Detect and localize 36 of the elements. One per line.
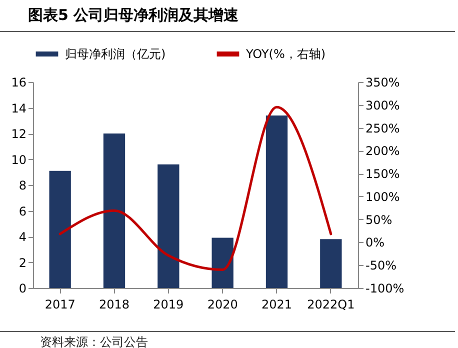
y2-tick-label: 300% (366, 98, 400, 112)
x-tick-label: 2020 (207, 298, 238, 312)
line-series (58, 106, 332, 271)
y2-tick-label: 100% (366, 190, 400, 204)
y2-tick-label: -50% (366, 258, 397, 273)
bar (49, 170, 71, 288)
x-tick-label: 2018 (98, 298, 130, 312)
x-tick-label: 2019 (153, 298, 184, 312)
y2-tick-label: 200% (366, 144, 400, 158)
y-tick-label: 16 (11, 76, 26, 90)
x-tick-label: 2017 (44, 298, 76, 312)
legend-label: YOY(%，右轴) (245, 47, 326, 61)
y-tick-label: 0 (18, 282, 26, 296)
legend-label: 归母净利润（亿元) (65, 47, 166, 61)
y-tick-label: 2 (18, 256, 26, 270)
bar (266, 115, 288, 288)
y-tick-label: 6 (18, 204, 26, 218)
bar (158, 164, 180, 288)
bar (212, 238, 234, 288)
y-tick-label: 12 (11, 127, 26, 141)
y2-tick-label: 50% (366, 212, 392, 227)
text: 资料来源：公司公告 (40, 334, 148, 348)
x-tick-label: 2021 (261, 298, 292, 312)
y2-tick-label: 250% (366, 121, 400, 136)
y-tick-label: 14 (11, 101, 26, 116)
y2-tick-label: 350% (366, 76, 400, 90)
y2-tick-label: 0% (366, 236, 385, 250)
y-tick-label: 8 (18, 178, 26, 192)
x-tick-label: 2022Q1 (307, 298, 355, 312)
bar (320, 239, 342, 288)
y-tick-label: 10 (11, 152, 26, 167)
y2-tick-label: 150% (366, 167, 400, 182)
chart-title: 图表5 公司归母净利润及其增速 (28, 6, 239, 25)
y-tick-label: 4 (18, 230, 26, 244)
bar (103, 134, 126, 288)
y2-tick-label: -100% (366, 282, 404, 296)
